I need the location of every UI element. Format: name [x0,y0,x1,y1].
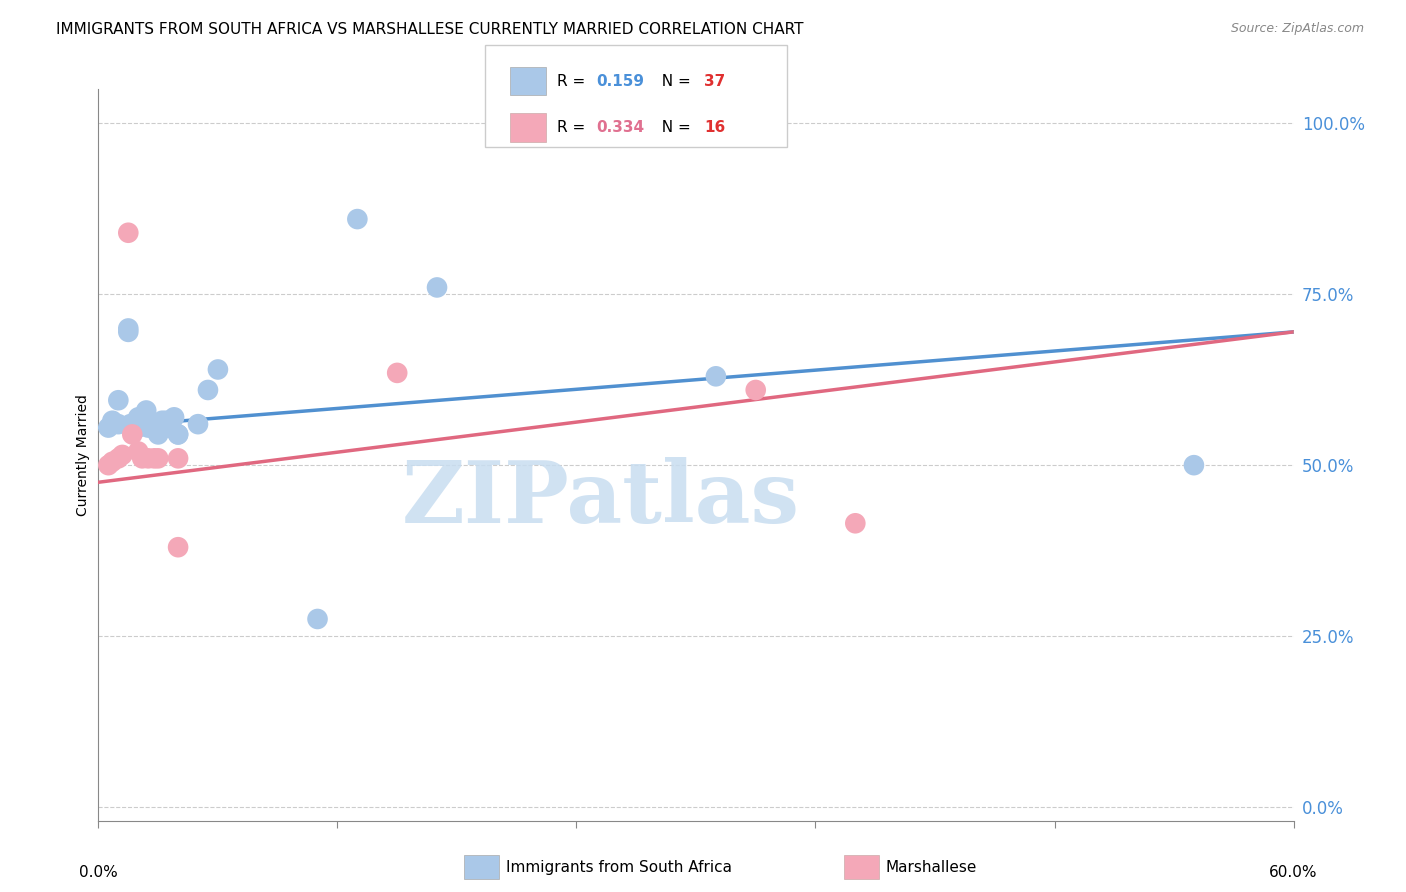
Point [426,280,449,294]
Text: N =: N = [652,74,696,88]
Point [385,366,409,380]
Point [124,420,146,434]
Point [197,383,219,397]
Text: N =: N = [652,120,696,135]
Point [131,451,153,466]
Point [127,417,149,432]
Point [167,540,190,554]
Point [150,414,173,428]
Text: 37: 37 [704,74,725,88]
Point [127,410,149,425]
Point [135,403,157,417]
Point [111,448,134,462]
Text: Immigrants from South Africa: Immigrants from South Africa [506,860,733,874]
Point [121,427,143,442]
Text: Source: ZipAtlas.com: Source: ZipAtlas.com [1230,22,1364,36]
Point [1182,458,1205,472]
Point [307,612,329,626]
Point [131,417,153,432]
Text: R =: R = [557,120,591,135]
Point [117,226,139,240]
Point [97,420,120,434]
Point [107,417,129,432]
Point [148,420,170,434]
Point [136,414,159,428]
Point [159,420,181,434]
Point [101,455,124,469]
Point [141,420,163,434]
Point [346,212,368,227]
Point [121,420,143,434]
Point [148,417,170,432]
Text: 0.334: 0.334 [596,120,644,135]
Text: 16: 16 [704,120,725,135]
Text: 0.0%: 0.0% [79,865,118,880]
Point [101,414,124,428]
Point [163,410,186,425]
Text: 60.0%: 60.0% [1270,865,1317,880]
Point [117,325,139,339]
Point [148,451,170,466]
Text: Marshallese: Marshallese [886,860,977,874]
Point [704,369,727,384]
Point [107,393,129,408]
Text: ZIPatlas: ZIPatlas [401,457,800,541]
Point [136,451,159,466]
Point [127,444,149,458]
Point [127,420,149,434]
Point [207,362,229,376]
Point [167,451,190,466]
Point [745,383,768,397]
Point [97,458,120,472]
Point [107,451,129,466]
Point [187,417,209,432]
Point [148,427,170,442]
Point [143,420,166,434]
Point [120,417,142,432]
Point [117,321,139,335]
Text: R =: R = [557,74,591,88]
Point [844,516,866,531]
Text: 0.159: 0.159 [596,74,644,88]
Text: IMMIGRANTS FROM SOUTH AFRICA VS MARSHALLESE CURRENTLY MARRIED CORRELATION CHART: IMMIGRANTS FROM SOUTH AFRICA VS MARSHALL… [56,22,804,37]
Point [155,414,177,428]
Point [136,420,159,434]
Point [143,451,166,466]
Point [167,427,190,442]
Point [167,427,190,442]
Y-axis label: Currently Married: Currently Married [76,394,90,516]
